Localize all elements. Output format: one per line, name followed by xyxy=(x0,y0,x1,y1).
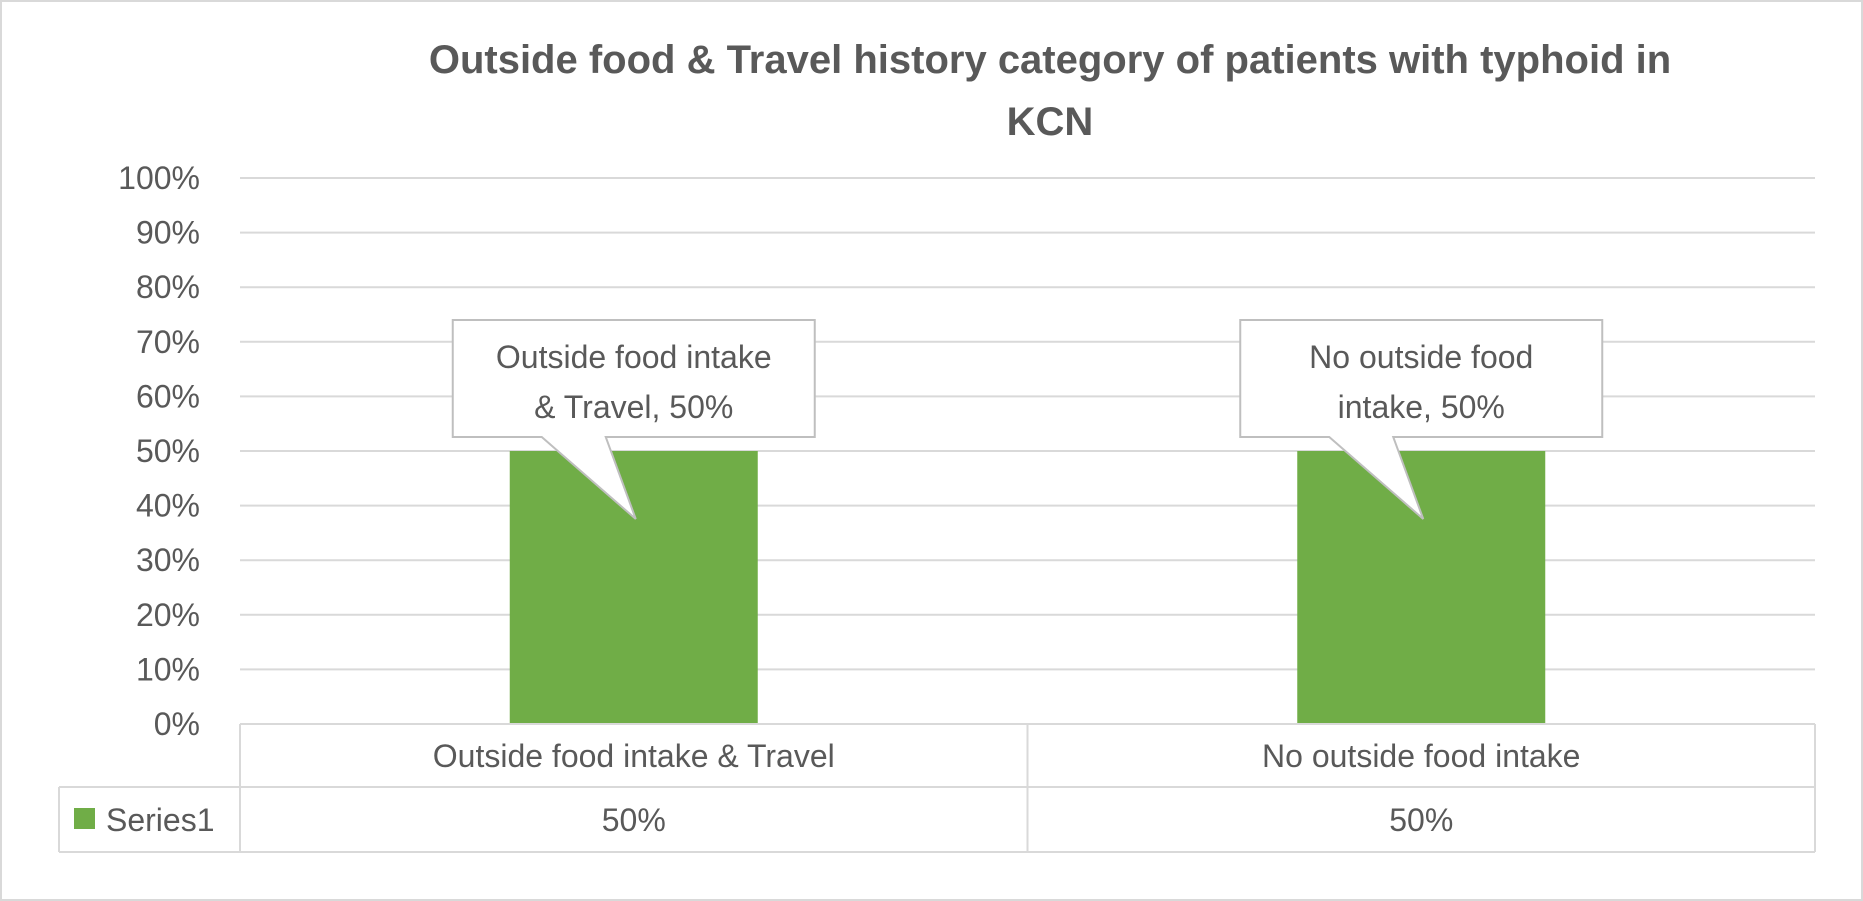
table-value: 50% xyxy=(1389,802,1453,838)
legend-label: Series1 xyxy=(106,802,215,838)
x-category-label: Outside food intake & Travel xyxy=(433,738,835,774)
bar xyxy=(509,451,758,724)
callout-label: Outside food intake xyxy=(496,339,772,375)
y-tick-label: 20% xyxy=(136,597,200,633)
y-tick-label: 30% xyxy=(136,542,200,578)
y-tick-label: 100% xyxy=(118,160,200,196)
y-tick-label: 50% xyxy=(136,433,200,469)
y-tick-label: 90% xyxy=(136,215,200,251)
x-category-label: No outside food intake xyxy=(1262,738,1580,774)
y-tick-label: 70% xyxy=(136,324,200,360)
callout-box xyxy=(1239,319,1604,520)
callout-label: & Travel, 50% xyxy=(534,389,733,425)
y-tick-label: 10% xyxy=(136,651,200,687)
callout-box xyxy=(451,319,816,520)
legend-swatch xyxy=(74,808,95,829)
chart-title-line-2: KCN xyxy=(1007,100,1094,144)
table-value: 50% xyxy=(602,802,666,838)
bars xyxy=(509,451,1546,724)
bar xyxy=(1297,451,1546,724)
data-table: Outside food intake & Travel 50% No outsid… xyxy=(58,723,1816,853)
y-tick-label: 40% xyxy=(136,488,200,524)
callout-label: intake, 50% xyxy=(1338,389,1505,425)
y-tick-label: 80% xyxy=(136,269,200,305)
data-callouts: Outside food intake & Travel, 50% No outsi… xyxy=(451,319,1604,520)
callout-label: No outside food xyxy=(1309,339,1533,375)
chart-title-line-1: Outside food & Travel history category o… xyxy=(429,38,1671,82)
y-axis-ticks: 0% 10% 20% 30% 40% 50% 60% 70% 80% 90% 100% xyxy=(118,160,200,742)
y-tick-label: 60% xyxy=(136,378,200,414)
y-tick-label: 0% xyxy=(154,706,200,742)
